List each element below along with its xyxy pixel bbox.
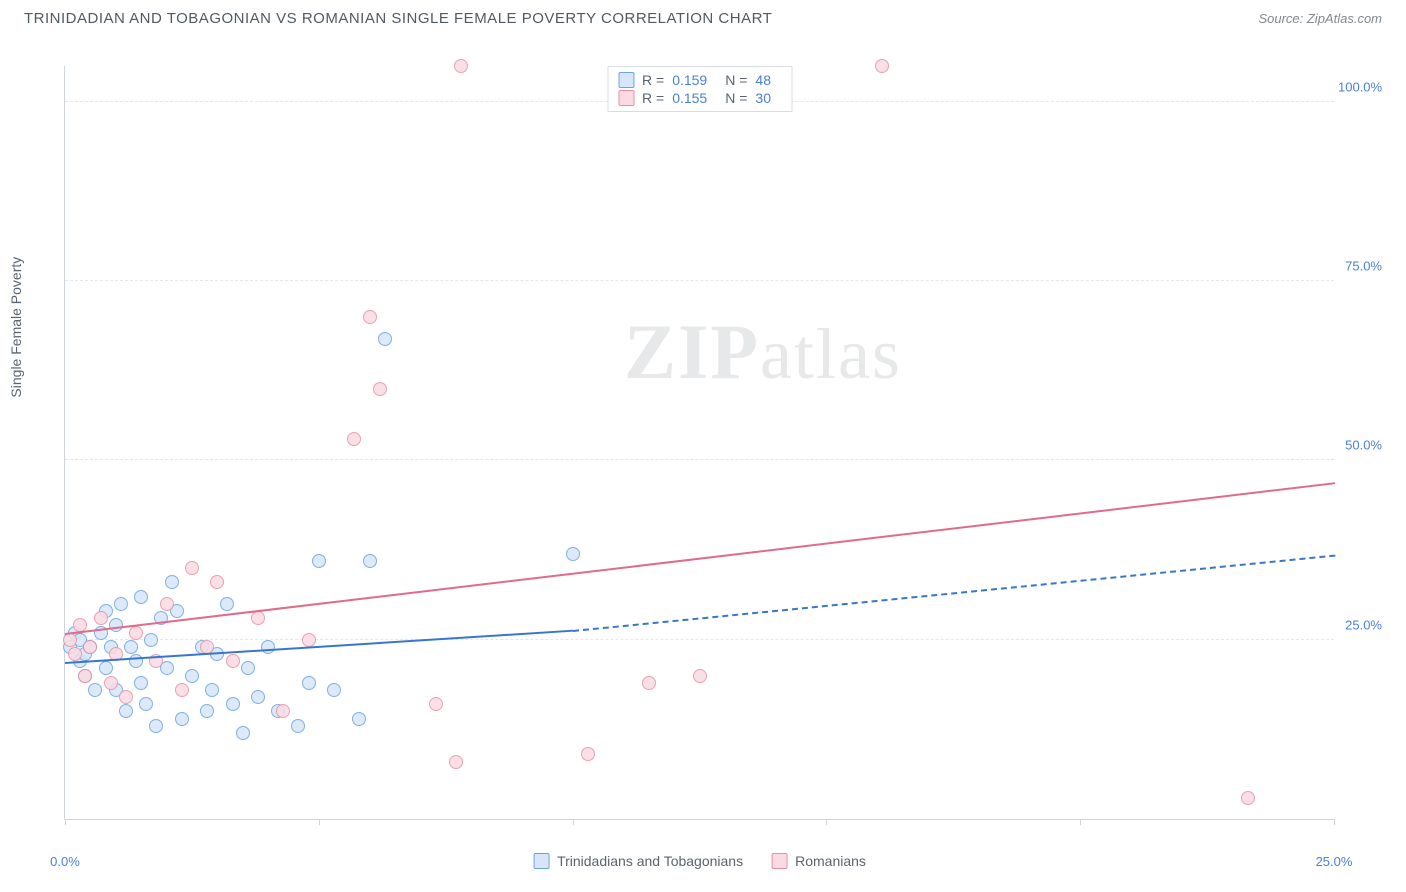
data-point <box>642 676 656 690</box>
data-point <box>139 697 153 711</box>
data-point <box>373 382 387 396</box>
data-point <box>226 654 240 668</box>
data-point <box>175 712 189 726</box>
stat-r-value: 0.155 <box>672 90 707 106</box>
data-point <box>99 661 113 675</box>
series-swatch <box>771 853 787 869</box>
data-point <box>251 611 265 625</box>
data-point <box>149 719 163 733</box>
legend-item: Trinidadians and Tobagonians <box>533 853 743 869</box>
data-point <box>205 683 219 697</box>
data-point <box>124 640 138 654</box>
data-point <box>352 712 366 726</box>
chart-header: TRINIDADIAN AND TOBAGONIAN VS ROMANIAN S… <box>0 0 1406 33</box>
data-point <box>449 755 463 769</box>
stat-n-label: N = <box>725 72 747 88</box>
data-point <box>83 640 97 654</box>
stat-n-value: 48 <box>755 72 771 88</box>
x-tick-label: 25.0% <box>1316 854 1353 869</box>
stat-r-label: R = <box>642 72 664 88</box>
data-point <box>241 661 255 675</box>
data-point <box>261 640 275 654</box>
regression-line-extrapolated <box>573 554 1335 631</box>
data-point <box>302 633 316 647</box>
gridline <box>65 459 1334 460</box>
data-point <box>210 575 224 589</box>
data-point <box>104 676 118 690</box>
data-point <box>226 697 240 711</box>
data-point <box>581 747 595 761</box>
data-point <box>302 676 316 690</box>
x-tick <box>65 819 66 825</box>
data-point <box>68 647 82 661</box>
legend-label: Trinidadians and Tobagonians <box>557 853 743 869</box>
data-point <box>875 59 889 73</box>
x-tick <box>1080 819 1081 825</box>
series-swatch <box>618 72 634 88</box>
stats-row: R = 0.155 N = 30 <box>618 89 781 107</box>
data-point <box>566 547 580 561</box>
watermark: ZIPatlas <box>624 307 902 397</box>
chart-title: TRINIDADIAN AND TOBAGONIAN VS ROMANIAN S… <box>24 10 772 27</box>
data-point <box>429 697 443 711</box>
data-point <box>363 554 377 568</box>
data-point <box>363 310 377 324</box>
y-tick-label: 100.0% <box>1338 79 1382 94</box>
y-tick-label: 50.0% <box>1338 438 1382 453</box>
data-point <box>119 690 133 704</box>
data-point <box>134 590 148 604</box>
data-point <box>78 669 92 683</box>
data-point <box>251 690 265 704</box>
chart-source: Source: ZipAtlas.com <box>1258 11 1382 26</box>
x-tick-label: 0.0% <box>50 854 80 869</box>
data-point <box>454 59 468 73</box>
data-point <box>160 597 174 611</box>
stats-row: R = 0.159 N = 48 <box>618 71 781 89</box>
gridline <box>65 280 1334 281</box>
x-tick <box>1334 819 1335 825</box>
data-point <box>327 683 341 697</box>
data-point <box>312 554 326 568</box>
x-tick <box>826 819 827 825</box>
stat-n-label: N = <box>725 90 747 106</box>
data-point <box>94 611 108 625</box>
x-tick <box>573 819 574 825</box>
data-point <box>129 626 143 640</box>
stat-n-value: 30 <box>755 90 771 106</box>
regression-line <box>65 482 1335 635</box>
y-tick-label: 75.0% <box>1338 259 1382 274</box>
data-point <box>88 683 102 697</box>
data-point <box>220 597 234 611</box>
data-point <box>378 332 392 346</box>
data-point <box>236 726 250 740</box>
data-point <box>119 704 133 718</box>
stat-r-value: 0.159 <box>672 72 707 88</box>
x-axis-legend: Trinidadians and Tobagonians Romanians <box>533 853 866 869</box>
data-point <box>291 719 305 733</box>
data-point <box>276 704 290 718</box>
legend-item: Romanians <box>771 853 866 869</box>
data-point <box>134 676 148 690</box>
data-point <box>693 669 707 683</box>
stats-legend-box: R = 0.159 N = 48 R = 0.155 N = 30 <box>607 66 792 112</box>
plot-region: ZIPatlas R =0.159N =48R =0.155N =30 Trin… <box>64 66 1334 820</box>
data-point <box>1241 791 1255 805</box>
chart-area: Single Female Poverty ZIPatlas R =0.159N… <box>24 48 1382 872</box>
data-point <box>165 575 179 589</box>
series-swatch <box>533 853 549 869</box>
data-point <box>185 561 199 575</box>
gridline <box>65 639 1334 640</box>
data-point <box>175 683 189 697</box>
data-point <box>185 669 199 683</box>
series-swatch <box>618 90 634 106</box>
y-tick-label: 25.0% <box>1338 617 1382 632</box>
legend-label: Romanians <box>795 853 866 869</box>
x-tick <box>319 819 320 825</box>
data-point <box>200 704 214 718</box>
y-axis-label: Single Female Poverty <box>8 257 24 398</box>
data-point <box>144 633 158 647</box>
stat-r-label: R = <box>642 90 664 106</box>
data-point <box>347 432 361 446</box>
data-point <box>114 597 128 611</box>
